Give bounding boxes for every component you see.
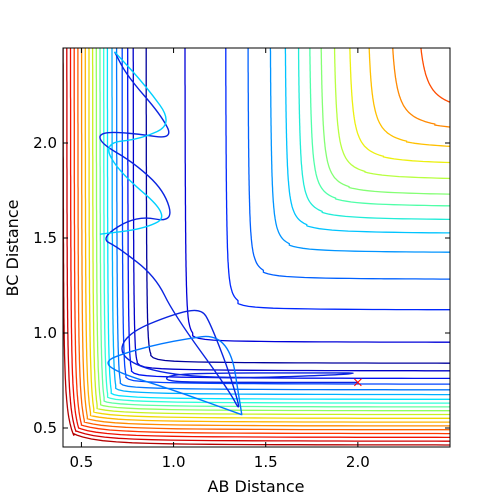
contour-line-27 xyxy=(333,48,450,180)
trajectory-series-0 xyxy=(99,51,359,408)
contour-line-16 xyxy=(127,48,450,380)
contour-line-21 xyxy=(247,48,450,280)
contour-line-22 xyxy=(269,48,450,253)
y-tick-label: 1.5 xyxy=(33,229,57,247)
y-axis-ticks: 0.5 1.0 1.5 2.0 xyxy=(33,134,450,437)
contour-line-9 xyxy=(95,48,450,412)
contour-line-15 xyxy=(121,48,450,385)
x-tick-label: 1.5 xyxy=(254,453,278,471)
contour-line-29 xyxy=(368,48,450,147)
contour-line-10 xyxy=(99,48,450,408)
contour-line-5 xyxy=(80,48,450,427)
start-point-marker xyxy=(354,378,362,387)
contour-line-28 xyxy=(349,48,450,164)
y-tick-label: 2.0 xyxy=(33,134,57,152)
contour-line-31 xyxy=(420,48,450,103)
contour-line-18 xyxy=(145,48,450,364)
contour-line-20 xyxy=(225,48,450,311)
contour-line-6 xyxy=(84,48,450,423)
y-tick-label: 0.5 xyxy=(33,419,57,437)
contour-line-19 xyxy=(184,48,450,343)
trajectory-lines xyxy=(99,51,359,416)
contour-lines xyxy=(63,48,450,446)
contour-line-7 xyxy=(88,48,450,419)
contour-line-24 xyxy=(297,48,450,221)
y-tick-label: 1.0 xyxy=(33,324,57,342)
contour-line-14 xyxy=(115,48,450,391)
y-axis-label: BC Distance xyxy=(3,200,22,297)
contour-line-1 xyxy=(66,48,450,442)
contour-line-4 xyxy=(77,48,450,431)
contour-line-23 xyxy=(284,48,450,234)
plot-frame xyxy=(62,47,451,448)
x-tick-label: 2.0 xyxy=(346,453,370,471)
trajectory-series-1 xyxy=(107,335,243,416)
contour-line-30 xyxy=(392,48,450,128)
x-tick-label: 1.0 xyxy=(162,453,186,471)
contour-line-25 xyxy=(309,48,450,207)
x-axis-ticks: 0.5 1.0 1.5 2.0 xyxy=(69,48,370,471)
trajectory-series-2 xyxy=(99,51,167,235)
contour-line-17 xyxy=(132,48,450,372)
markers xyxy=(354,378,362,387)
contour-line-2 xyxy=(69,48,450,439)
contour-line-8 xyxy=(91,48,450,416)
x-tick-label: 0.5 xyxy=(69,453,93,471)
contour-line-12 xyxy=(106,48,450,400)
contour-line-13 xyxy=(111,48,450,396)
contour-line-11 xyxy=(103,48,450,404)
contour-line-3 xyxy=(73,48,450,435)
x-axis-label: AB Distance xyxy=(208,477,305,496)
